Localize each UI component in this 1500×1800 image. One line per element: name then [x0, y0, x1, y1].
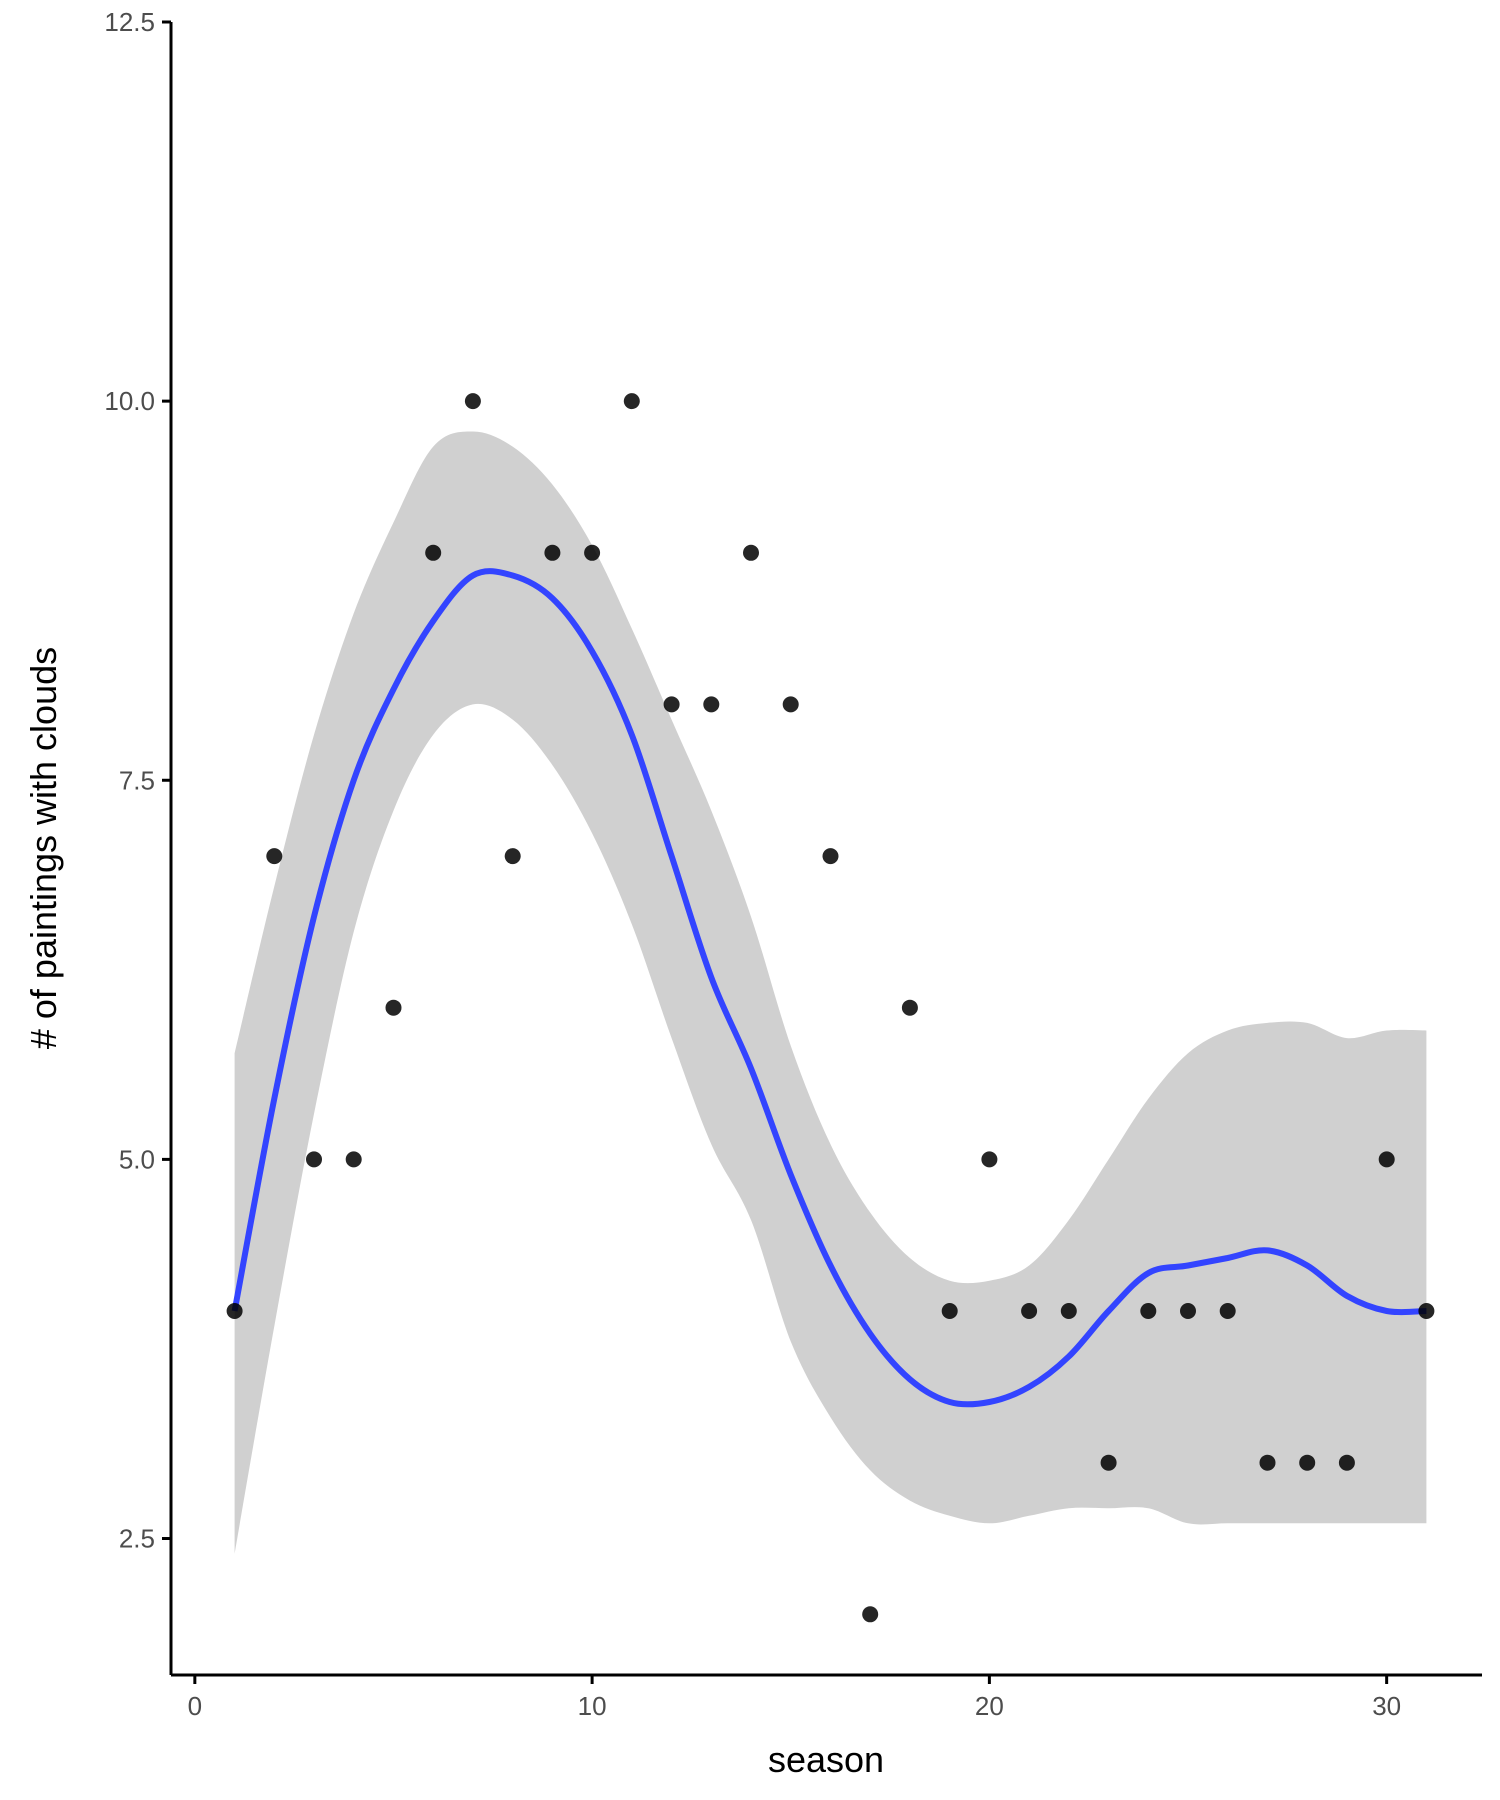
x-tick-label: 30	[1372, 1691, 1401, 1721]
data-point	[743, 544, 759, 561]
smooth-line-layer	[231, 568, 1427, 1408]
x-tick-label: 20	[975, 1691, 1004, 1721]
data-point	[306, 1151, 322, 1168]
data-point	[623, 393, 640, 410]
data-point	[663, 696, 680, 713]
data-point	[1180, 1303, 1196, 1319]
data-point	[385, 999, 402, 1016]
confidence-band-layer	[234, 431, 1427, 1554]
data-point	[425, 544, 442, 561]
data-point	[584, 544, 601, 561]
data-point	[981, 1151, 998, 1168]
data-point	[464, 393, 481, 410]
data-point	[266, 848, 283, 865]
x-axis-title: season	[768, 1739, 884, 1780]
y-axis-ticks: 2.5 5.0 7.5 10.0 12.5	[104, 7, 171, 1554]
data-point	[226, 1303, 243, 1319]
data-point	[544, 544, 561, 561]
y-tick-label: 10.0	[104, 386, 155, 416]
data-point	[822, 848, 839, 865]
data-point	[782, 696, 799, 713]
data-point	[901, 999, 918, 1016]
data-point	[1299, 1454, 1316, 1471]
confidence-band	[234, 431, 1427, 1554]
data-point	[703, 696, 720, 713]
data-point	[1100, 1454, 1117, 1471]
x-tick-label: 10	[578, 1691, 607, 1721]
y-tick-label: 12.5	[104, 7, 155, 37]
data-points-layer	[226, 393, 1435, 1623]
data-point	[1219, 1303, 1236, 1319]
smooth-line	[231, 568, 1427, 1408]
data-point	[941, 1303, 958, 1319]
x-tick-label: 0	[188, 1691, 202, 1721]
x-axis-ticks: 0 10 20 30	[188, 1675, 1401, 1721]
data-point	[1060, 1303, 1077, 1319]
y-tick-label: 2.5	[119, 1524, 155, 1554]
y-axis-title: # of paintings with clouds	[23, 647, 64, 1049]
data-point	[1338, 1454, 1355, 1471]
data-point	[1021, 1303, 1038, 1319]
data-point	[862, 1606, 879, 1623]
y-tick-label: 5.0	[119, 1144, 155, 1174]
data-point	[1259, 1454, 1276, 1471]
y-tick-label: 7.5	[119, 765, 155, 795]
data-point	[345, 1151, 362, 1168]
data-point	[1378, 1151, 1395, 1168]
data-point	[1418, 1303, 1435, 1319]
data-point	[504, 848, 521, 865]
data-point	[1140, 1303, 1157, 1319]
